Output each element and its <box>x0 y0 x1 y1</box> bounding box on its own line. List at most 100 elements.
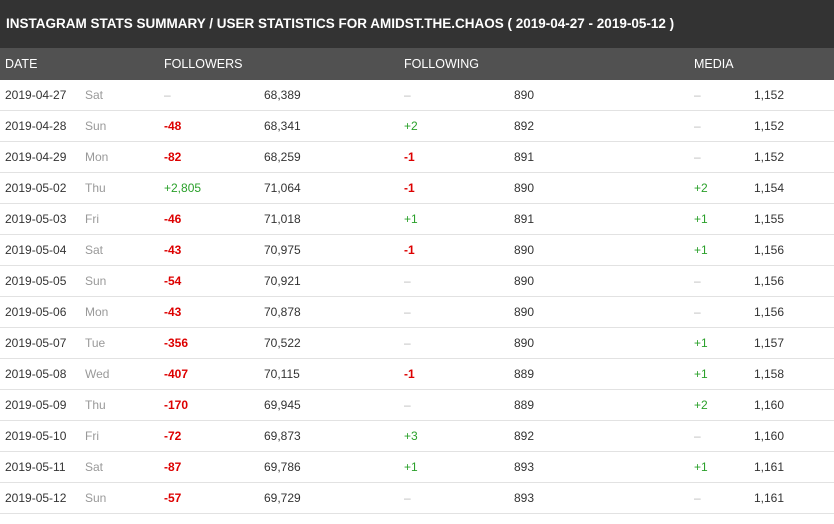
stats-table-body: 2019-04-27 Sat –68,389–890–1,152 2019-04-28… <box>0 80 834 514</box>
media-change-cell: – <box>694 119 701 133</box>
table-row: 2019-04-28 Sun -48 68,341 +2 892 – 1,152 <box>0 111 834 142</box>
table-row: 2019-05-03 Fri -46 71,018 +1 891 +1 1,155 <box>0 204 834 235</box>
table-row: 2019-04-29 Mon -82 68,259 -1 891 – 1,152 <box>0 142 834 173</box>
followers-change-cell: -170 <box>164 398 189 412</box>
date-cell: 2019-04-27 <box>5 88 67 102</box>
date-cell: 2019-05-06 <box>5 305 67 319</box>
media-total-cell: 1,156 <box>754 274 785 288</box>
followers-change-cell: -72 <box>164 429 182 443</box>
table-row: 2019-05-05 Sun -54 70,921 – 890 – 1,156 <box>0 266 834 297</box>
media-change-cell: – <box>694 429 701 443</box>
following-total-cell: 890 <box>514 274 535 288</box>
following-change-cell: – <box>404 274 411 288</box>
date-cell: 2019-05-12 <box>5 491 67 505</box>
following-change-cell: +1 <box>404 212 418 226</box>
following-change-cell: – <box>404 398 411 412</box>
following-total-cell: 891 <box>514 212 535 226</box>
followers-change-cell: -407 <box>164 367 189 381</box>
table-row: 2019-05-07 Tue -356 70,522 – 890 +1 1,157 <box>0 328 834 359</box>
followers-total-cell: 69,873 <box>264 429 301 443</box>
media-total-cell: 1,161 <box>754 460 785 474</box>
followers-change-cell: -43 <box>164 305 182 319</box>
media-total-cell: 1,160 <box>754 429 785 443</box>
following-total-cell: 889 <box>514 398 535 412</box>
day-cell: Mon <box>85 150 109 164</box>
followers-total-cell: 69,945 <box>264 398 301 412</box>
followers-total-cell: 70,975 <box>264 243 301 257</box>
media-change-cell: – <box>694 150 701 164</box>
media-total-cell: 1,156 <box>754 305 785 319</box>
media-total-cell: 1,154 <box>754 181 785 195</box>
date-cell: 2019-05-09 <box>5 398 67 412</box>
media-change-cell: +2 <box>694 181 708 195</box>
day-cell: Tue <box>85 336 106 350</box>
media-change-cell: – <box>694 491 701 505</box>
following-total-cell: 893 <box>514 491 535 505</box>
header-date: DATE <box>5 57 38 71</box>
header-following: FOLLOWING <box>404 57 480 71</box>
followers-total-cell: 69,786 <box>264 460 301 474</box>
following-change-cell: +1 <box>404 460 418 474</box>
day-cell: Fri <box>85 212 99 226</box>
table-row: 2019-05-08 Wed -407 70,115 -1 889 +1 1,158 <box>0 359 834 390</box>
followers-total-cell: 70,522 <box>264 336 301 350</box>
following-change-cell: – <box>404 305 411 319</box>
media-change-cell: +2 <box>694 398 708 412</box>
media-total-cell: 1,152 <box>754 88 785 102</box>
day-cell: Fri <box>85 429 99 443</box>
day-cell: Sun <box>85 119 107 133</box>
day-cell: Thu <box>85 181 106 195</box>
media-total-cell: 1,152 <box>754 150 785 164</box>
following-total-cell: 890 <box>514 305 535 319</box>
date-cell: 2019-05-02 <box>5 181 67 195</box>
date-cell: 2019-04-28 <box>5 119 67 133</box>
header-followers: FOLLOWERS <box>164 57 243 71</box>
followers-total-cell: 70,115 <box>264 367 300 381</box>
media-total-cell: 1,157 <box>754 336 785 350</box>
media-total-cell: 1,152 <box>754 119 785 133</box>
table-row: 2019-05-11 Sat -87 69,786 +1 893 +1 1,161 <box>0 452 834 483</box>
followers-total-cell: 70,878 <box>264 305 301 319</box>
table-row: 2019-04-27 Sat – 68,389 – 890 – 1,152 <box>0 80 834 111</box>
following-total-cell: 890 <box>514 243 535 257</box>
followers-change-cell: +2,805 <box>164 181 202 195</box>
media-change-cell: – <box>694 305 701 319</box>
date-cell: 2019-05-11 <box>5 460 66 474</box>
date-cell: 2019-05-07 <box>5 336 67 350</box>
followers-total-cell: 68,259 <box>264 150 301 164</box>
following-total-cell: 890 <box>514 336 535 350</box>
following-total-cell: 890 <box>514 88 535 102</box>
table-row: 2019-05-02 Thu +2,805 71,064 -1 890 +2 1,154 <box>0 173 834 204</box>
followers-total-cell: 69,729 <box>264 491 301 505</box>
header-media: MEDIA <box>694 57 734 71</box>
media-total-cell: 1,158 <box>754 367 785 381</box>
followers-change-cell: -356 <box>164 336 189 350</box>
following-total-cell: 892 <box>514 429 535 443</box>
followers-change-cell: -43 <box>164 243 182 257</box>
followers-total-cell: 71,018 <box>264 212 301 226</box>
table-row: 2019-05-10 Fri -72 69,873 +3 892 – 1,160 <box>0 421 834 452</box>
following-total-cell: 890 <box>514 181 535 195</box>
following-total-cell: 892 <box>514 119 535 133</box>
table-header: DATE FOLLOWERS FOLLOWING MEDIA <box>0 48 834 80</box>
media-change-cell: +1 <box>694 212 708 226</box>
date-cell: 2019-05-03 <box>5 212 67 226</box>
followers-change-cell: – <box>164 88 171 102</box>
table-row: 2019-05-04 Sat -43 70,975 -1 890 +1 1,156 <box>0 235 834 266</box>
following-change-cell: +3 <box>404 429 418 443</box>
page-title: INSTAGRAM STATS SUMMARY / USER STATISTIC… <box>0 0 834 48</box>
following-total-cell: 891 <box>514 150 535 164</box>
day-cell: Wed <box>85 367 110 381</box>
day-cell: Sat <box>85 460 104 474</box>
media-total-cell: 1,156 <box>754 243 785 257</box>
media-change-cell: – <box>694 274 701 288</box>
date-cell: 2019-05-05 <box>5 274 67 288</box>
table-row: 2019-05-06 Mon -43 70,878 – 890 – 1,156 <box>0 297 834 328</box>
media-change-cell: +1 <box>694 367 708 381</box>
table-row: 2019-05-12 Sun -57 69,729 – 893 – 1,161 <box>0 483 834 514</box>
followers-change-cell: -46 <box>164 212 182 226</box>
following-change-cell: – <box>404 88 411 102</box>
media-change-cell: +1 <box>694 460 708 474</box>
media-total-cell: 1,155 <box>754 212 785 226</box>
media-change-cell: +1 <box>694 336 708 350</box>
